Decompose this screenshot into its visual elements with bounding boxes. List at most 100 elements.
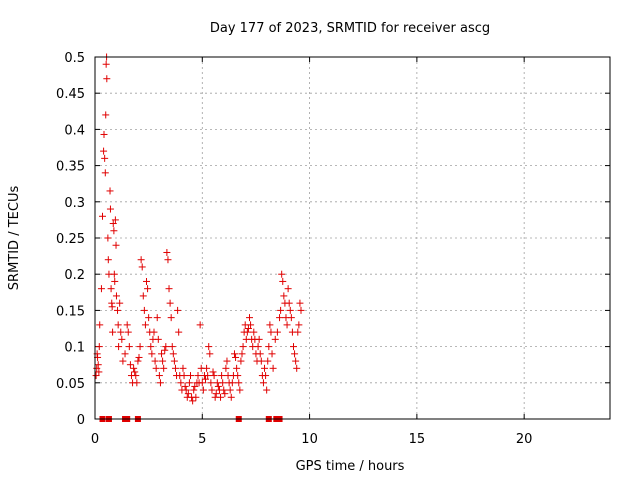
data-point bbox=[191, 382, 199, 390]
data-point bbox=[163, 248, 171, 256]
data-point bbox=[123, 321, 131, 329]
data-point bbox=[259, 379, 267, 387]
data-point bbox=[139, 292, 147, 300]
data-point bbox=[138, 263, 146, 271]
data-point bbox=[96, 321, 104, 329]
data-point bbox=[182, 386, 190, 394]
data-point bbox=[184, 390, 192, 398]
data-point bbox=[101, 154, 109, 162]
data-point bbox=[295, 321, 303, 329]
data-point bbox=[226, 386, 234, 394]
data-point bbox=[169, 350, 177, 358]
data-point bbox=[144, 285, 152, 293]
data-point bbox=[222, 364, 230, 372]
y-tick-label: 0.1 bbox=[64, 341, 85, 356]
x-tick-label: 0 bbox=[91, 432, 99, 447]
data-point bbox=[190, 386, 198, 394]
data-point bbox=[110, 227, 118, 235]
data-point bbox=[287, 314, 295, 322]
data-point bbox=[92, 372, 100, 380]
data-point bbox=[152, 364, 160, 372]
data-point bbox=[250, 328, 258, 336]
data-point bbox=[162, 343, 170, 351]
data-point bbox=[194, 372, 202, 380]
data-point bbox=[203, 364, 211, 372]
data-point bbox=[93, 364, 101, 372]
y-tick-label: 0 bbox=[77, 413, 85, 428]
data-point bbox=[220, 386, 228, 394]
data-point bbox=[103, 75, 111, 83]
data-point bbox=[133, 379, 141, 387]
data-point bbox=[262, 372, 270, 380]
data-point bbox=[94, 361, 102, 369]
y-tick-label: 0.2 bbox=[64, 268, 85, 283]
y-tick-label: 0.25 bbox=[56, 232, 85, 247]
data-point bbox=[291, 350, 299, 358]
data-point bbox=[110, 270, 118, 278]
data-point bbox=[199, 386, 207, 394]
chart-title: Day 177 of 2023, SRMTID for receiver asc… bbox=[210, 21, 490, 36]
data-point bbox=[289, 343, 297, 351]
data-point bbox=[238, 350, 246, 358]
data-point bbox=[207, 379, 215, 387]
data-layer bbox=[92, 53, 305, 422]
data-point bbox=[112, 241, 120, 249]
data-point bbox=[210, 372, 218, 380]
data-point bbox=[286, 306, 294, 314]
data-point bbox=[284, 285, 292, 293]
data-point bbox=[283, 321, 291, 329]
data-point bbox=[244, 325, 252, 332]
data-point bbox=[271, 335, 279, 343]
data-point bbox=[101, 169, 109, 177]
data-point bbox=[147, 343, 155, 351]
data-point bbox=[153, 314, 161, 322]
data-point bbox=[164, 256, 172, 264]
data-point bbox=[277, 306, 285, 314]
data-point bbox=[230, 350, 238, 358]
data-point bbox=[126, 361, 134, 369]
data-point bbox=[104, 256, 112, 264]
data-point bbox=[221, 390, 229, 398]
data-point bbox=[179, 364, 187, 372]
data-point bbox=[276, 314, 284, 322]
data-point bbox=[134, 357, 142, 365]
data-point bbox=[95, 343, 103, 351]
plot-frame bbox=[94, 56, 611, 420]
data-point bbox=[141, 321, 149, 329]
data-point bbox=[171, 364, 179, 372]
data-point bbox=[269, 364, 277, 372]
data-point bbox=[160, 364, 168, 372]
data-point bbox=[140, 306, 148, 314]
data-point bbox=[278, 270, 286, 278]
data-point bbox=[212, 390, 220, 398]
data-point bbox=[236, 386, 244, 394]
data-point bbox=[181, 382, 189, 390]
data-point bbox=[208, 386, 216, 394]
data-point bbox=[243, 328, 251, 336]
data-point bbox=[174, 306, 182, 314]
data-point bbox=[293, 364, 301, 372]
data-point bbox=[124, 328, 132, 336]
data-point bbox=[106, 205, 114, 213]
data-point bbox=[218, 372, 226, 380]
data-point bbox=[108, 303, 116, 311]
data-point bbox=[219, 379, 227, 387]
data-point bbox=[227, 393, 235, 401]
data-point bbox=[165, 285, 173, 293]
data-point bbox=[180, 372, 188, 380]
data-point bbox=[167, 314, 175, 322]
x-tick-label: 20 bbox=[516, 432, 533, 447]
data-point bbox=[161, 346, 169, 354]
data-point bbox=[273, 328, 281, 336]
data-point bbox=[117, 328, 125, 336]
data-point bbox=[135, 353, 143, 361]
data-point bbox=[235, 379, 243, 387]
data-point bbox=[255, 335, 263, 343]
y-axis-label: SRMTID / TECUs bbox=[7, 186, 22, 291]
x-axis-label: GPS time / hours bbox=[296, 459, 405, 474]
data-point bbox=[196, 321, 204, 329]
data-point bbox=[296, 299, 304, 307]
y-tick-label: 0.15 bbox=[56, 304, 85, 319]
data-point bbox=[131, 368, 139, 376]
data-point bbox=[111, 277, 119, 285]
